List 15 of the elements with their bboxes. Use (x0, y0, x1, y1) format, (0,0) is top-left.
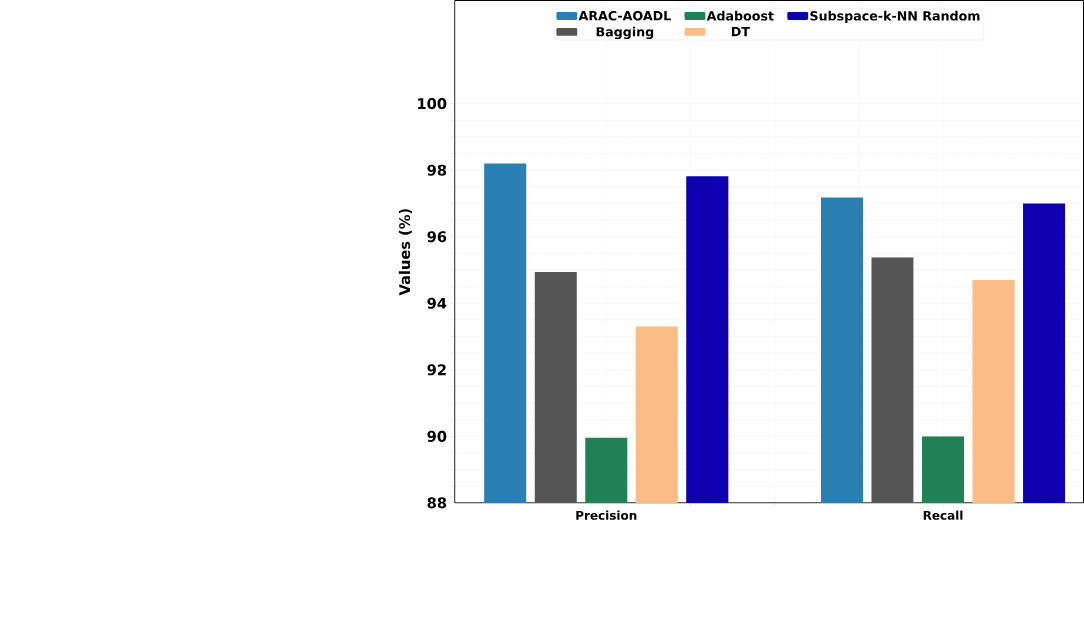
y-tick-label: 94 (427, 297, 447, 309)
legend-label: Subspace-k-NN Random (810, 10, 980, 24)
y-tick-label: 90 (427, 430, 447, 442)
y-tick-label: 98 (427, 164, 447, 176)
legend-label: DT (731, 26, 750, 37)
y-tick-label: 96 (427, 231, 447, 243)
legend-label: Adaboost (706, 10, 774, 21)
x-tick-label: Recall (923, 510, 963, 520)
y-axis-title: Values (%) (398, 209, 412, 296)
y-tick-label: 88 (427, 497, 447, 509)
y-tick-label: 92 (427, 364, 446, 376)
legend-label: Bagging (596, 26, 654, 40)
x-tick-label: Precision (576, 510, 637, 520)
y-tick-label: 100 (418, 98, 447, 110)
legend-label: ARAC-AOADL (578, 10, 671, 21)
